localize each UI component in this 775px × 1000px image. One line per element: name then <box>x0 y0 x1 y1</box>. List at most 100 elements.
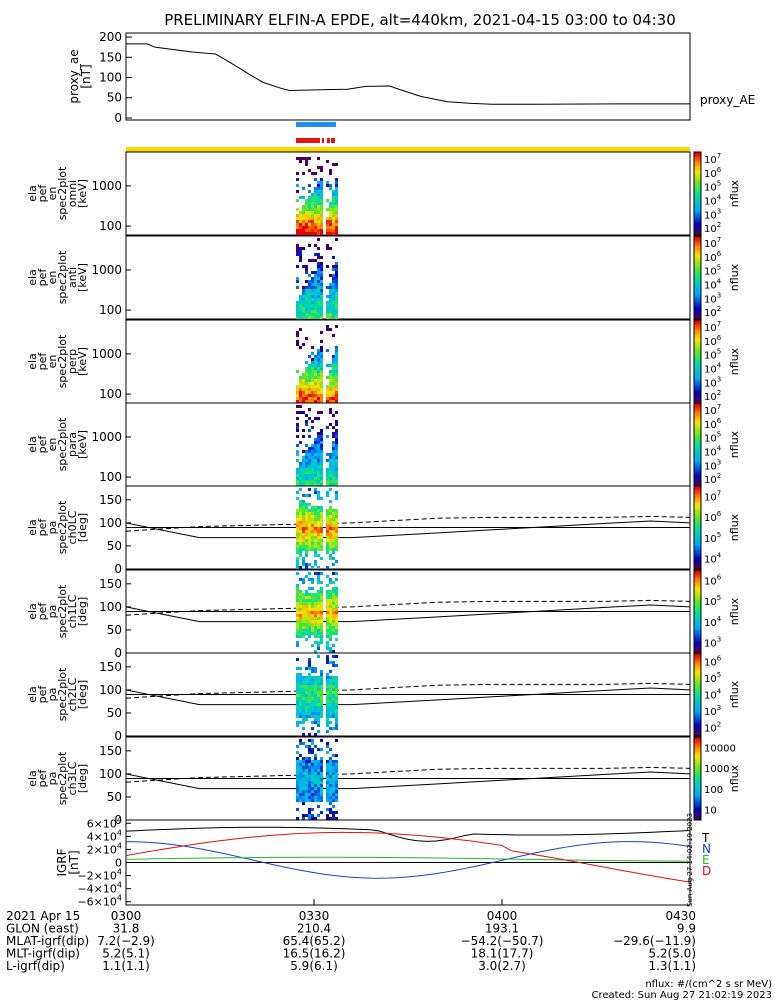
colorbar-tick: 102 <box>704 721 721 735</box>
spectrogram-pixel <box>305 474 308 477</box>
spectrogram-pixel <box>317 497 320 500</box>
spectrogram-pixel <box>305 477 308 480</box>
spectrogram-pixel <box>302 232 305 235</box>
spectrogram-pixel <box>332 754 335 757</box>
spectrogram-pixel <box>296 417 299 420</box>
spectrogram-pixel <box>299 214 302 217</box>
colorbar-swatch <box>694 601 701 604</box>
spectrogram-pixel <box>305 202 308 205</box>
spectrogram-pixel <box>320 316 323 319</box>
panel-omni: 1001000elapefenspec2plotomni[keV]1021031… <box>26 151 741 236</box>
spectrogram-pixel <box>329 766 332 769</box>
colorbar-swatch <box>694 711 701 714</box>
spectrogram-pixel <box>305 160 308 163</box>
colorbar-swatch <box>694 254 701 258</box>
spectrogram-pixel <box>302 468 305 471</box>
y-tick-label: 6×104 <box>87 815 122 830</box>
spectrogram-pixel <box>329 274 332 277</box>
spectrogram-pixel <box>335 524 338 527</box>
spectrogram-pixel <box>314 596 317 599</box>
spectrogram-pixel <box>305 712 308 715</box>
spectrogram-pixel <box>320 223 323 226</box>
spectrogram-pixel <box>305 211 308 214</box>
spectrogram-pixel <box>329 370 332 373</box>
spectrogram-pixel <box>308 632 311 635</box>
loss-cone-line-dashed <box>125 599 691 616</box>
spectrogram-pixel <box>311 483 314 486</box>
spectrogram-pixel <box>326 781 329 784</box>
y-tick-label: 100 <box>99 470 122 484</box>
spectrogram-pixel <box>296 480 299 483</box>
colorbar-swatch <box>694 706 701 710</box>
spectrogram-pixel <box>311 611 314 614</box>
spectrogram-pixel <box>326 376 329 379</box>
colorbar-swatch <box>694 669 701 673</box>
spectrogram-pixel <box>329 679 332 682</box>
spectrogram-pixel <box>332 760 335 763</box>
spectrogram-pixel <box>305 638 308 641</box>
spectrogram-pixel <box>329 217 332 220</box>
spectrogram-pixel <box>296 763 299 766</box>
spectrogram-pixel <box>332 766 335 769</box>
spectrogram-pixel <box>314 787 317 790</box>
spectrogram-pixel <box>314 280 317 283</box>
spectrogram-pixel <box>326 769 329 772</box>
y-axis-label: ela <box>26 770 39 787</box>
colorbar-swatch <box>694 774 701 777</box>
spectrogram-pixel <box>326 724 329 727</box>
spectrogram-pixel <box>296 370 299 373</box>
spectrogram-pixel <box>314 468 317 471</box>
spectrogram-pixel <box>329 599 332 602</box>
spectrogram-pixel <box>329 647 332 650</box>
colorbar-swatch <box>694 292 701 295</box>
spectrogram-pixel <box>305 509 308 512</box>
spectrogram-pixel <box>332 163 335 166</box>
spectrogram-pixel <box>317 578 320 581</box>
spectrogram-pixel <box>296 757 299 760</box>
colorbar-swatch <box>694 450 701 454</box>
spectrogram-pixel <box>329 808 332 811</box>
spectrogram-pixel <box>326 533 329 536</box>
spectrogram-pixel <box>332 688 335 691</box>
spectrogram-pixel <box>308 417 311 420</box>
spectrogram-pixel <box>305 524 308 527</box>
spectrogram-pixel <box>314 373 317 376</box>
spectrogram-pixel <box>311 581 314 584</box>
spectrogram-pixel <box>311 394 314 397</box>
spectrogram-pixel <box>329 703 332 706</box>
spectrogram-pixel <box>332 223 335 226</box>
colorbar-swatch <box>694 446 701 450</box>
spectrogram-pixel <box>308 400 311 403</box>
spectrogram-pixel <box>329 289 332 292</box>
spectrogram-pixel <box>329 691 332 694</box>
spectrogram-pixel <box>299 548 302 551</box>
spectrogram-pixel <box>320 226 323 229</box>
spectrogram-pixel <box>326 217 329 220</box>
spectrogram-pixel <box>317 274 320 277</box>
spectrogram-pixel <box>302 247 305 250</box>
spectrogram-pixel <box>314 572 317 575</box>
y-axis-label: ch2LC <box>66 677 79 711</box>
spectrogram-pixel <box>326 536 329 539</box>
colorbar-swatch <box>694 721 701 725</box>
spectrogram-pixel <box>332 474 335 477</box>
colorbar-swatch <box>694 324 701 327</box>
spectrogram-pixel <box>305 623 308 626</box>
spectrogram-pixel <box>332 661 335 664</box>
spectrogram-pixel <box>317 417 320 420</box>
spectrogram-pixel <box>317 581 320 584</box>
colorbar-swatch <box>694 473 701 477</box>
spectrogram-pixel <box>326 715 329 718</box>
x-row-value: 65.4(65.2) <box>283 934 346 948</box>
colorbar-swatch <box>694 330 701 333</box>
colorbar-tick: 105 <box>704 264 721 278</box>
spectrogram-pixel <box>320 373 323 376</box>
spectrogram-pixel <box>308 775 311 778</box>
plot-frame <box>125 151 691 236</box>
spectrogram-pixel <box>302 316 305 319</box>
spectrogram-pixel <box>335 483 338 486</box>
colorbar-swatch <box>694 442 701 445</box>
spectrogram-pixel <box>332 471 335 474</box>
spectrogram-pixel <box>329 310 332 313</box>
spectrogram-pixel <box>314 400 317 403</box>
